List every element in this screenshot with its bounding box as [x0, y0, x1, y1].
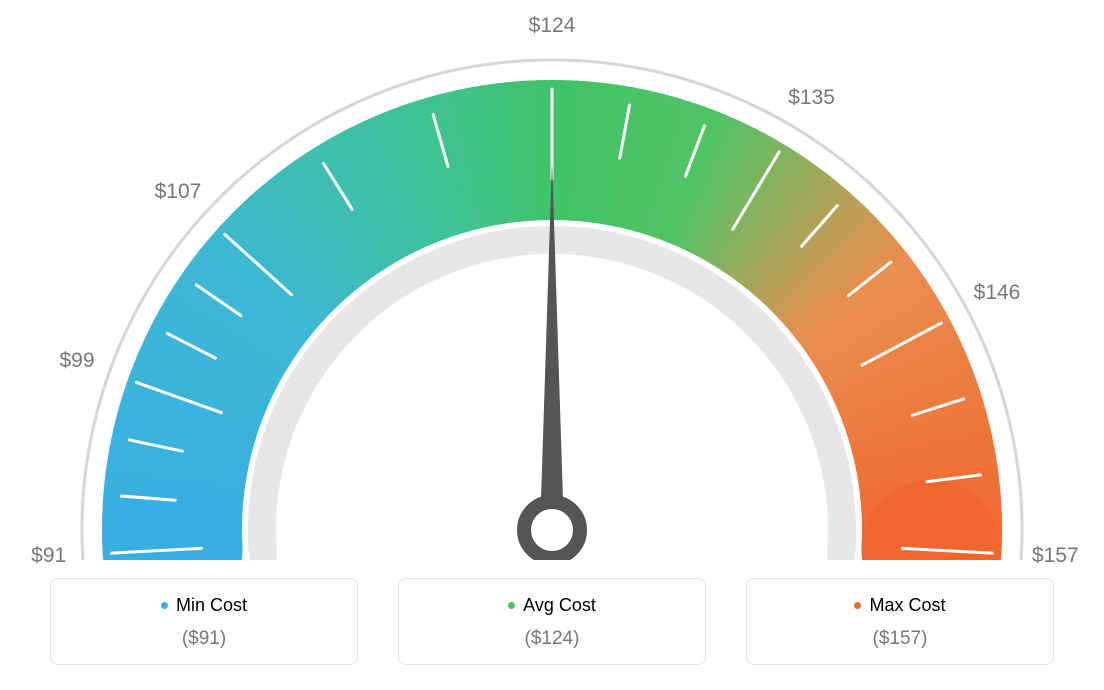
gauge-tick-label: $91 [31, 544, 66, 568]
gauge-tick-label: $107 [155, 180, 202, 204]
legend-dot-min [161, 602, 168, 609]
gauge-svg [0, 0, 1104, 560]
gauge-tick-label: $124 [529, 14, 576, 38]
legend-value-avg: ($124) [409, 628, 695, 650]
legend-dot-avg [508, 602, 515, 609]
legend-label-avg: Avg Cost [523, 595, 596, 616]
gauge-tick-label: $135 [788, 86, 835, 110]
legend-label-max: Max Cost [869, 595, 945, 616]
gauge-tick-label: $146 [974, 281, 1021, 305]
legend-card-max: Max Cost ($157) [746, 578, 1054, 665]
gauge-tick-label: $99 [60, 349, 95, 373]
legend-label-min: Min Cost [176, 595, 247, 616]
cost-gauge: $91$99$107$124$135$146$157 [0, 0, 1104, 560]
legend-row: Min Cost ($91) Avg Cost ($124) Max Cost … [0, 578, 1104, 665]
legend-card-min: Min Cost ($91) [50, 578, 358, 665]
legend-value-max: ($157) [757, 628, 1043, 650]
gauge-tick-label: $157 [1032, 544, 1079, 568]
legend-value-min: ($91) [61, 628, 347, 650]
legend-dot-max [854, 602, 861, 609]
legend-card-avg: Avg Cost ($124) [398, 578, 706, 665]
